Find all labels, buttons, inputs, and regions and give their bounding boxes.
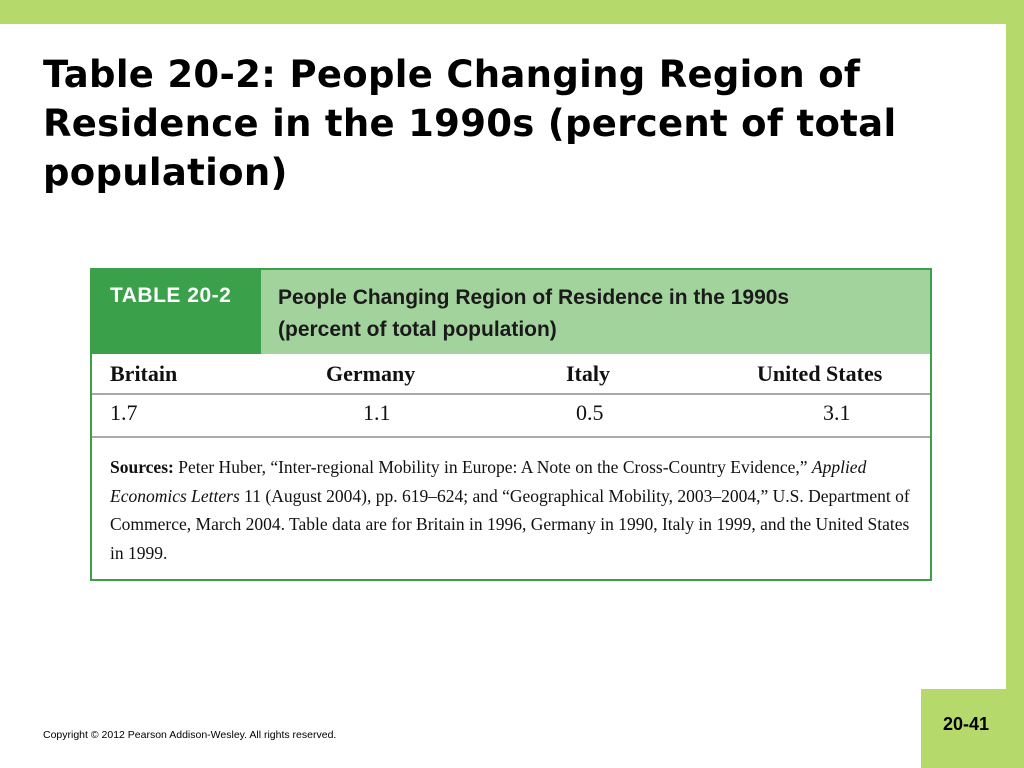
column-header-united-states: United States bbox=[757, 361, 883, 386]
data-divider bbox=[92, 436, 930, 438]
slide-top-frame bbox=[0, 0, 1024, 24]
table-sources-note: Sources: Peter Huber, “Inter-regional Mo… bbox=[110, 453, 910, 567]
slide-title: Table 20-2: People Changing Region of Re… bbox=[43, 53, 897, 194]
value-united-states: 3.1 bbox=[823, 400, 851, 425]
page-number: 20-41 bbox=[943, 714, 990, 734]
slide-right-frame bbox=[1006, 0, 1024, 768]
copyright-notice: Copyright © 2012 Pearson Addison-Wesley.… bbox=[43, 729, 337, 741]
column-header-germany: Germany bbox=[326, 361, 416, 386]
column-header-italy: Italy bbox=[566, 361, 610, 386]
value-italy: 0.5 bbox=[576, 400, 604, 425]
table-caption-line-2: (percent of total population) bbox=[278, 318, 557, 341]
value-britain: 1.7 bbox=[110, 400, 138, 425]
table-caption: People Changing Region of Residence in t… bbox=[278, 282, 898, 346]
header-divider bbox=[92, 393, 930, 395]
table-caption-line-1: People Changing Region of Residence in t… bbox=[278, 286, 790, 309]
table-label: TABLE 20-2 bbox=[110, 284, 232, 307]
page-number-box bbox=[921, 689, 1024, 768]
sources-text-2: 11 (August 2004), pp. 619–624; and “Geog… bbox=[110, 485, 910, 563]
sources-journal: Applied Economics Letters bbox=[110, 457, 867, 506]
value-germany: 1.1 bbox=[363, 400, 391, 425]
table-label-box: TABLE 20-2 bbox=[92, 270, 261, 354]
table-image: TABLE 20-2 People Changing Region of Res… bbox=[90, 268, 932, 581]
sources-text-1: Peter Huber, “Inter-regional Mobility in… bbox=[178, 457, 808, 477]
table-header-band: TABLE 20-2 People Changing Region of Res… bbox=[92, 270, 930, 354]
column-header-britain: Britain bbox=[110, 361, 178, 386]
sources-label: Sources: bbox=[110, 457, 174, 477]
